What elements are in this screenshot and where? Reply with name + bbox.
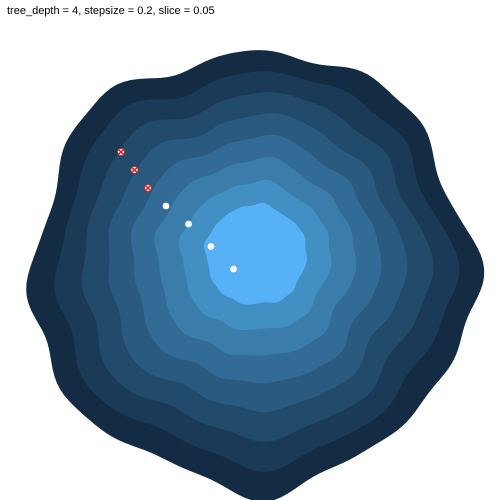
rejected-point-3: [143, 183, 153, 193]
contour-bands: [26, 50, 485, 500]
contour-band-8: [203, 202, 308, 305]
chart-title: tree_depth = 4, stepsize = 0.2, slice = …: [7, 5, 215, 17]
accepted-point-4: [230, 265, 237, 273]
rejected-point-2: [130, 165, 139, 175]
accepted-point-2: [185, 220, 192, 228]
accepted-point-3: [207, 243, 215, 250]
rejected-point-1: [116, 147, 126, 157]
accepted-point-1: [162, 202, 170, 210]
chain-points: [116, 147, 237, 273]
